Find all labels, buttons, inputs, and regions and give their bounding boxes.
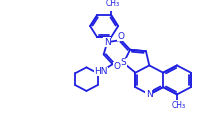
Text: O: O bbox=[118, 32, 124, 41]
Text: HN: HN bbox=[94, 67, 108, 76]
Text: S: S bbox=[121, 58, 126, 67]
Text: N: N bbox=[104, 38, 111, 47]
Text: O: O bbox=[113, 62, 120, 71]
Text: N: N bbox=[146, 90, 153, 99]
Text: CH₃: CH₃ bbox=[172, 101, 186, 110]
Text: CH₃: CH₃ bbox=[106, 0, 120, 8]
